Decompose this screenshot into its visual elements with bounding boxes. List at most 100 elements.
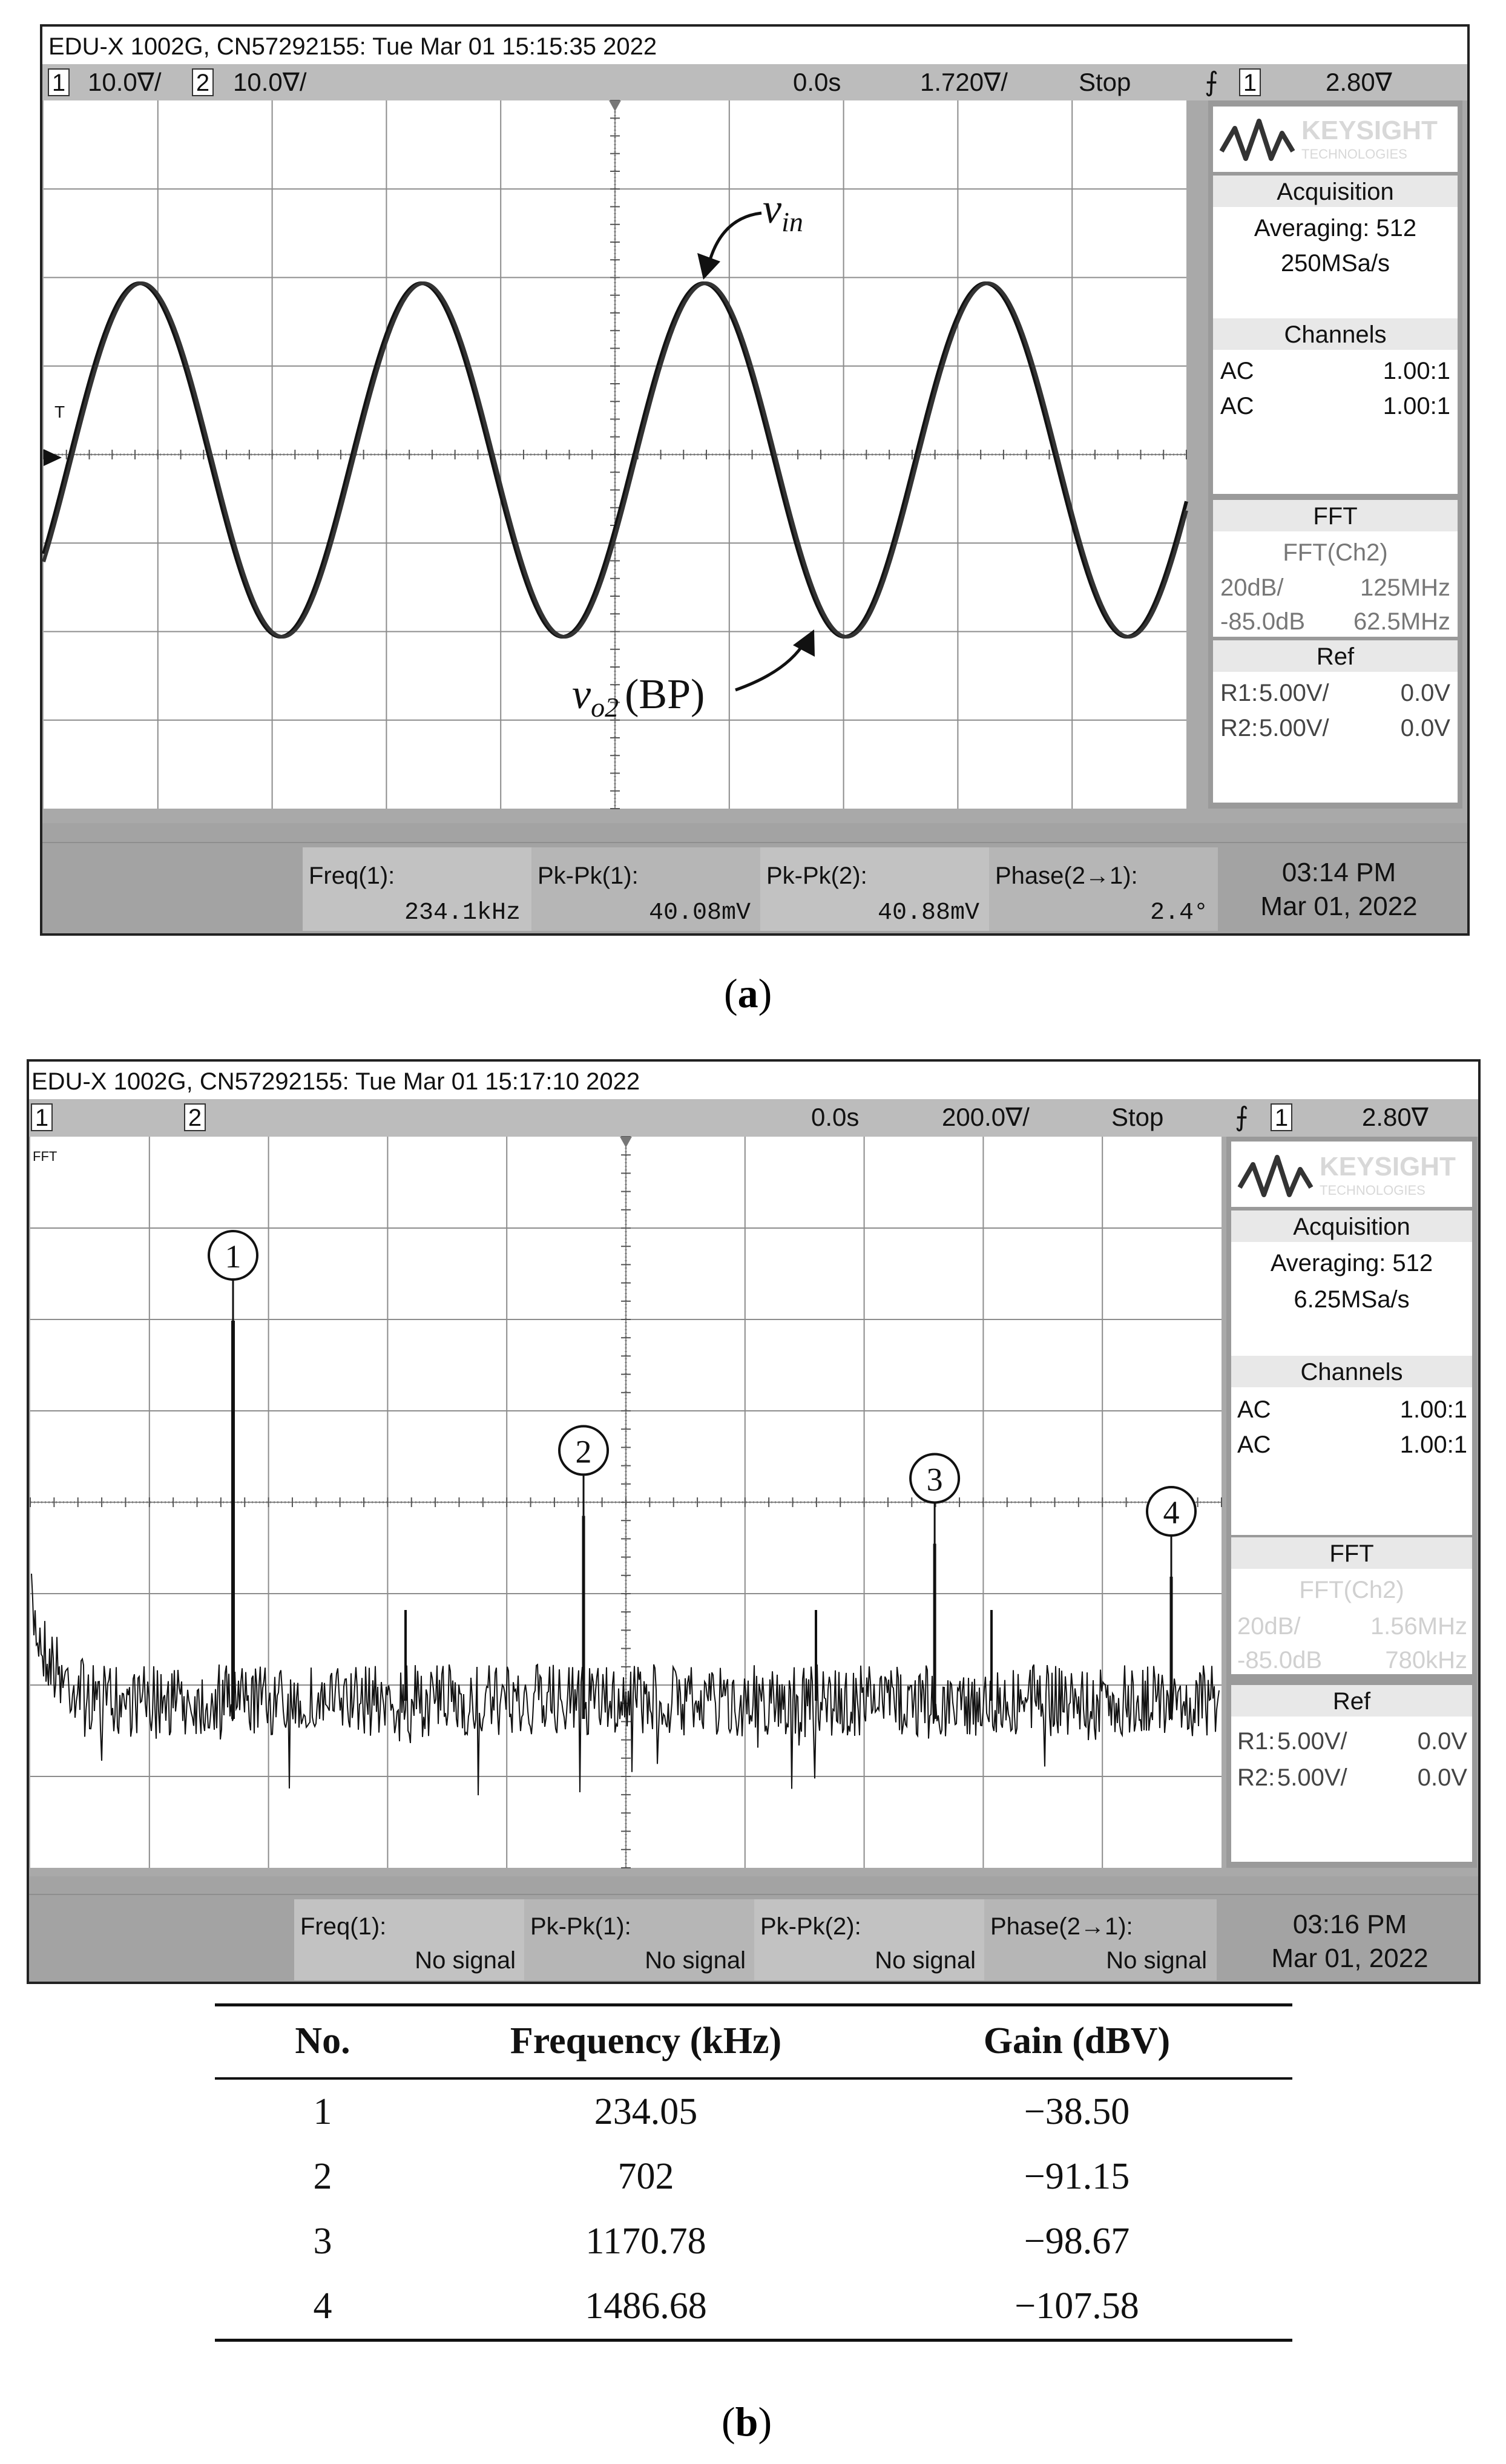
cell-no: 2 bbox=[313, 2156, 332, 2197]
chan1-ratio-a: 1.00:1 bbox=[1383, 358, 1450, 384]
meas1-value-a: 234.1kHz bbox=[404, 899, 521, 927]
ch2-scale-a: 10.0∇/ bbox=[233, 68, 307, 96]
meas2-label-a: Pk-Pk(1): bbox=[538, 862, 639, 889]
keysight-logo-icon-a bbox=[1219, 119, 1295, 161]
ref1-val-a: 5.00V/ bbox=[1259, 680, 1330, 706]
table-row: 3 1170.78 −98.67 bbox=[215, 2209, 1292, 2274]
cell-frequency: 1170.78 bbox=[585, 2221, 706, 2262]
ref1-off-b: 0.0V bbox=[1418, 1728, 1468, 1755]
ref2-name-b: R2: bbox=[1237, 1764, 1275, 1791]
fft-title-b: FFT bbox=[1329, 1540, 1373, 1567]
ch1-num-b: 1 bbox=[35, 1105, 48, 1131]
acq-title-b: Acquisition bbox=[1293, 1214, 1410, 1240]
cell-frequency: 702 bbox=[617, 2156, 674, 2197]
fft-row1-r-b: 1.56MHz bbox=[1370, 1613, 1467, 1640]
cell-gain: −98.67 bbox=[1024, 2221, 1130, 2262]
header-gain: Gain (dBV) bbox=[861, 2003, 1292, 2080]
trigger-edge-icon-b: ⨍ bbox=[1235, 1102, 1249, 1132]
clock-date-b: Mar 01, 2022 bbox=[1271, 1943, 1428, 1973]
peak-label-4: 4 bbox=[1163, 1494, 1180, 1531]
brand-b: KEYSIGHT bbox=[1320, 1152, 1456, 1181]
ground-marker-icon-a bbox=[44, 449, 62, 466]
peak-label-circle-2 bbox=[558, 1425, 610, 1476]
noise-floor-line bbox=[31, 1573, 1220, 1796]
time-pos-a: 0.0s bbox=[793, 68, 841, 96]
acquisition-box-a: Acquisition Averaging: 512 250MSa/s bbox=[1213, 176, 1458, 324]
acq-line1-b: Averaging: 512 bbox=[1271, 1250, 1433, 1276]
acquisition-box-b: Acquisition Averaging: 512 6.25MSa/s bbox=[1231, 1211, 1472, 1359]
cell-frequency: 1486.68 bbox=[430, 2274, 861, 2342]
cell-gain: −91.15 bbox=[1024, 2156, 1130, 2197]
ref2-val-a: 5.00V/ bbox=[1259, 715, 1330, 741]
header-b: EDU-X 1002G, CN57292155: Tue Mar 01 15:1… bbox=[31, 1068, 640, 1095]
trig-level-b: 2.80∇ bbox=[1362, 1103, 1429, 1131]
cell-no: 3 bbox=[313, 2221, 332, 2262]
fft-src-a: FFT(Ch2) bbox=[1283, 539, 1387, 566]
ch1-num-a: 1 bbox=[52, 70, 65, 96]
meas1-label-b: Freq(1): bbox=[300, 1913, 386, 1940]
trigger-marker-a: T bbox=[54, 402, 65, 421]
meas1-value-b: No signal bbox=[415, 1947, 516, 1974]
keysight-logo-icon-b bbox=[1237, 1155, 1314, 1197]
table-header-row: No. Frequency (kHz) Gain (dBV) bbox=[215, 2003, 1292, 2080]
caption-a: (a) bbox=[724, 970, 772, 1016]
chan1-ratio-b: 1.00:1 bbox=[1400, 1396, 1467, 1423]
brand-a: KEYSIGHT bbox=[1301, 116, 1438, 145]
fft-box-a: FFT FFT(Ch2) 20dB/ 125MHz -85.0dB 62.5MH… bbox=[1213, 500, 1458, 637]
peak-label-1: 1 bbox=[225, 1238, 242, 1275]
svg-text:vin: vin bbox=[763, 186, 803, 237]
results-table: No. Frequency (kHz) Gain (dBV) 1 234.05 … bbox=[215, 2003, 1292, 2342]
ch2-num-a: 2 bbox=[196, 70, 209, 96]
meas4-label-b: Phase(2→1): bbox=[990, 1913, 1133, 1940]
acq-line1-a: Averaging: 512 bbox=[1254, 215, 1416, 241]
acq-line2-b: 6.25MSa/s bbox=[1294, 1286, 1409, 1313]
caption-b: (b) bbox=[722, 2399, 772, 2445]
caption-b-letter: b bbox=[735, 2399, 758, 2445]
acq-line2-a: 250MSa/s bbox=[1281, 250, 1390, 277]
ref2-name-a: R2: bbox=[1220, 715, 1258, 741]
ref-box-a: Ref R1: 5.00V/ 0.0V R2: 5.00V/ 0.0V bbox=[1213, 640, 1458, 803]
caption-a-letter: a bbox=[737, 970, 758, 1016]
time-scale-b: 200.0∇/ bbox=[942, 1103, 1030, 1131]
scope-screen-a: EDU-X 1002G, CN57292155: Tue Mar 01 15:1… bbox=[40, 24, 1470, 936]
ref2-off-a: 0.0V bbox=[1401, 715, 1451, 741]
ref1-name-a: R1: bbox=[1220, 680, 1258, 706]
peak-label-2: 2 bbox=[576, 1433, 592, 1470]
grid-a bbox=[43, 100, 1187, 809]
chan-title-b: Channels bbox=[1300, 1359, 1402, 1385]
cell-no: 4 bbox=[215, 2274, 430, 2342]
meas3-value-a: 40.88mV bbox=[878, 899, 979, 927]
brand-sub-b: TECHNOLOGIES bbox=[1320, 1183, 1425, 1198]
fft-src-b: FFT(Ch2) bbox=[1299, 1577, 1404, 1603]
fft-row1-l-a: 20dB/ bbox=[1220, 574, 1284, 601]
series-line-vo2 bbox=[42, 281, 1188, 639]
meas1-label-a: Freq(1): bbox=[309, 862, 395, 889]
chan1-coupling-b: AC bbox=[1237, 1396, 1271, 1423]
acq-title-a: Acquisition bbox=[1277, 179, 1393, 205]
run-state-b: Stop bbox=[1111, 1103, 1163, 1131]
fft-marker-b: FFT bbox=[33, 1149, 57, 1164]
peak-label-circle-3 bbox=[909, 1453, 961, 1504]
chan2-ratio-a: 1.00:1 bbox=[1383, 393, 1450, 419]
meas3-label-b: Pk-Pk(2): bbox=[760, 1913, 861, 1940]
results-table-wrap: No. Frequency (kHz) Gain (dBV) 1 234.05 … bbox=[215, 2003, 1292, 2342]
chan1-coupling-a: AC bbox=[1220, 358, 1254, 384]
brand-sub-a: TECHNOLOGIES bbox=[1301, 146, 1407, 162]
peak-label-3: 3 bbox=[927, 1461, 943, 1497]
meas3-label-a: Pk-Pk(2): bbox=[766, 862, 867, 889]
annotation-vo2: vo2 (BP) bbox=[572, 629, 815, 723]
grid-a-trigger-pos-icon bbox=[609, 100, 621, 111]
annotation-vin: vin bbox=[697, 186, 803, 280]
peak-label-circle-4 bbox=[1146, 1486, 1197, 1537]
clock-time-b: 03:16 PM bbox=[1293, 1910, 1407, 1939]
channels-box-b: Channels AC 1.00:1 AC 1.00:1 bbox=[1231, 1356, 1472, 1535]
ref1-off-a: 0.0V bbox=[1401, 680, 1451, 706]
ch1-scale-a: 10.0∇/ bbox=[88, 68, 162, 96]
peak-label-circle-1 bbox=[208, 1230, 258, 1281]
fft-title-a: FFT bbox=[1313, 503, 1357, 530]
meas4-label-a: Phase(2→1): bbox=[995, 862, 1138, 889]
meas2-label-b: Pk-Pk(1): bbox=[530, 1913, 631, 1940]
trig-level-a: 2.80∇ bbox=[1326, 68, 1393, 96]
svg-text:vo2(BP): vo2 (BP) bbox=[572, 671, 705, 723]
chan2-ratio-b: 1.00:1 bbox=[1400, 1431, 1467, 1458]
